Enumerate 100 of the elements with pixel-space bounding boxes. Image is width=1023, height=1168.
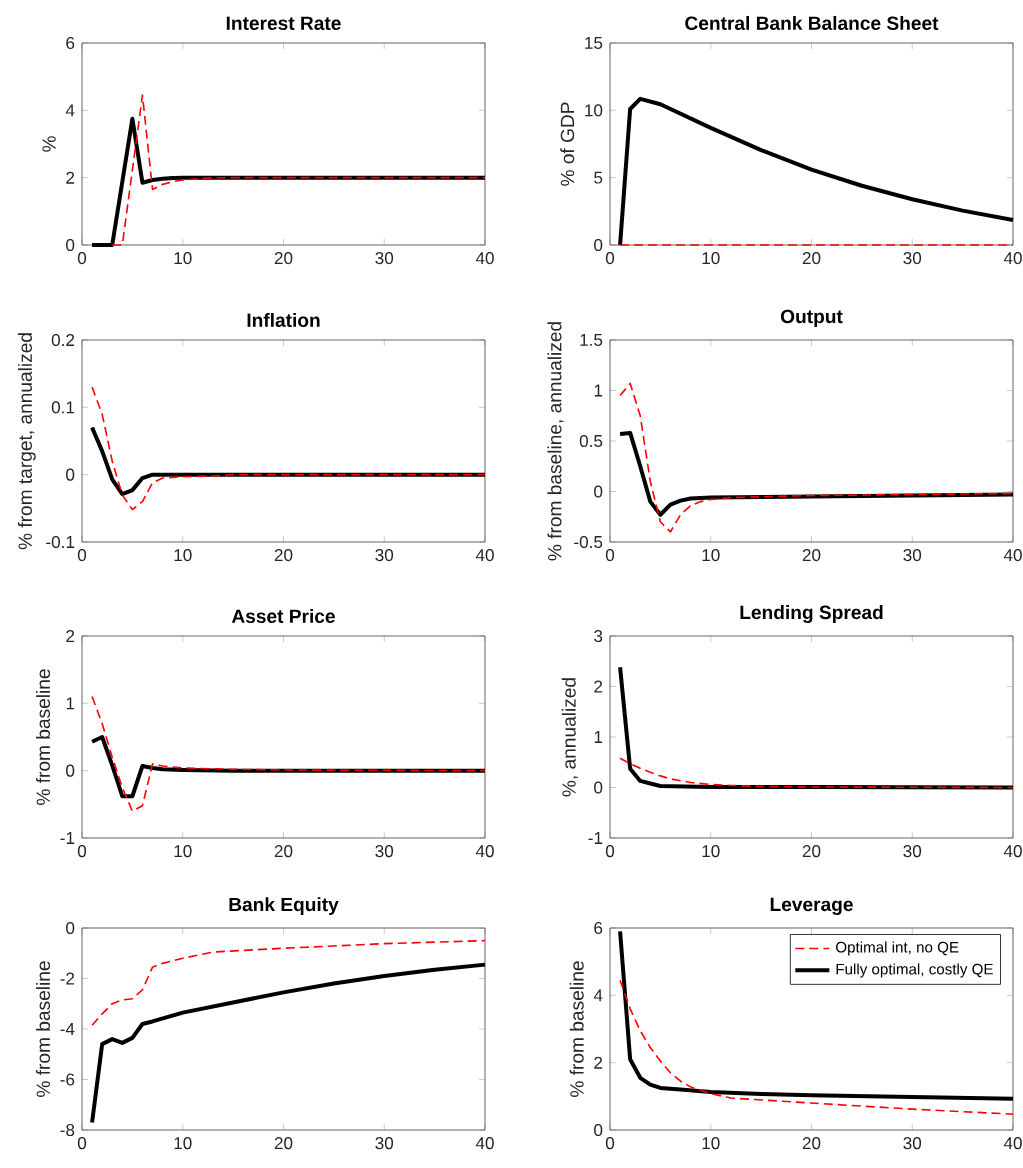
x-tick-label: 20 <box>802 1137 821 1150</box>
y-tick-label: 3 <box>594 629 603 643</box>
y-tick-label: -8 <box>60 1123 75 1137</box>
y-tick-label: 0.5 <box>579 434 603 448</box>
y-tick-label: 0 <box>66 921 75 935</box>
x-tick-label: 20 <box>802 845 821 858</box>
x-tick-label: 10 <box>702 1137 720 1150</box>
x-tick-label: 0 <box>605 845 615 858</box>
line-series <box>91 939 486 1027</box>
x-tick-label: 0 <box>605 1137 615 1150</box>
x-tick-label: 0 <box>77 549 87 562</box>
y-axis-title: % from baseline, annualized <box>547 322 564 561</box>
y-tick-label: 6 <box>66 36 75 50</box>
x-tick-label: 30 <box>375 252 394 265</box>
x-tick-label: 0 <box>77 252 87 265</box>
legend-label: Fully optimal, costly QE <box>836 963 993 978</box>
y-tick-label: 0.1 <box>51 401 75 414</box>
y-axis-title: % of GDP <box>560 102 575 186</box>
y-tick-label: 0 <box>594 781 603 794</box>
x-tick-label: 20 <box>274 1137 293 1150</box>
x-tick-label: 40 <box>475 845 494 858</box>
y-tick-label: 2 <box>594 1056 603 1069</box>
y-tick-label: -2 <box>60 972 75 985</box>
y-tick-label: 4 <box>593 989 603 1002</box>
y-tick-label: 0 <box>594 238 603 252</box>
line-series <box>111 94 486 246</box>
x-tick-label: 10 <box>702 252 720 265</box>
y-tick-label: 1 <box>66 697 75 710</box>
y-tick-label: 15 <box>585 37 603 49</box>
x-tick-label: 10 <box>174 845 192 858</box>
line-series <box>91 695 486 812</box>
x-tick-label: 40 <box>1003 252 1022 265</box>
y-tick-label: 1 <box>594 731 603 743</box>
line-series <box>91 386 486 511</box>
y-tick-label: -0.5 <box>574 535 603 549</box>
y-tick-label: -1 <box>588 832 603 844</box>
x-tick-label: 0 <box>605 252 615 265</box>
y-tick-label: 0 <box>66 468 75 481</box>
chart-title: Asset Price <box>231 608 335 623</box>
chart-title: Interest Rate <box>226 16 341 30</box>
x-tick-label: 30 <box>903 845 922 858</box>
x-tick-label: 40 <box>475 1137 494 1150</box>
x-tick-label: 20 <box>802 252 821 265</box>
x-tick-label: 10 <box>174 1137 192 1150</box>
x-tick-label: 10 <box>174 549 192 562</box>
line-series <box>618 929 1016 1101</box>
y-tick-label: 10 <box>585 104 603 117</box>
y-axis-title: % <box>42 136 56 152</box>
y-tick-label: 0 <box>66 764 75 777</box>
x-tick-label: 0 <box>77 1137 87 1150</box>
y-tick-label: 1.5 <box>580 334 603 346</box>
x-tick-label: 0 <box>77 845 87 858</box>
x-tick-label: 30 <box>375 1137 394 1150</box>
y-tick-label: 4 <box>65 104 75 117</box>
x-tick-label: 20 <box>802 549 821 562</box>
y-axis-title: % from baseline <box>569 961 584 1097</box>
chart-title: Leverage <box>770 897 853 916</box>
y-tick-label: 5 <box>594 171 603 184</box>
x-tick-label: 30 <box>903 252 922 265</box>
y-tick-label: 0 <box>66 238 75 252</box>
y-axis-title: % from baseline <box>36 961 51 1097</box>
y-tick-label: 0.2 <box>51 333 75 347</box>
y-tick-label: -4 <box>60 1023 75 1035</box>
x-tick-label: 40 <box>1003 1137 1022 1150</box>
x-tick-label: 40 <box>475 549 494 562</box>
chart-title: Bank Equity <box>229 897 339 916</box>
y-tick-label: 0 <box>594 485 603 498</box>
y-axis-title: % from baseline <box>36 669 51 805</box>
y-tick-label: 0 <box>594 1123 603 1137</box>
chart-title: Lending Spread <box>740 605 883 624</box>
y-tick-label: 2 <box>66 171 75 184</box>
x-tick-label: 30 <box>375 549 394 562</box>
y-tick-label: -0.1 <box>46 535 75 549</box>
x-tick-label: 30 <box>903 1137 922 1150</box>
y-tick-label: 2 <box>66 630 75 642</box>
chart-title: Inflation <box>247 312 320 327</box>
y-tick-label: 1 <box>594 384 603 397</box>
y-tick-label: 6 <box>594 921 603 935</box>
chart-title: Output <box>780 309 843 327</box>
x-tick-label: 40 <box>1003 845 1022 858</box>
x-tick-label: 20 <box>274 845 293 858</box>
x-tick-label: 30 <box>375 845 394 858</box>
x-tick-label: 20 <box>274 549 293 562</box>
y-axis-title: % from target, annualized <box>17 333 36 550</box>
x-tick-label: 20 <box>274 252 293 265</box>
x-tick-label: 10 <box>174 252 192 265</box>
line-series <box>618 96 1016 247</box>
x-tick-label: 40 <box>475 252 494 265</box>
y-tick-label: -6 <box>60 1073 75 1086</box>
line-series <box>619 979 1014 1115</box>
y-tick-label: -1 <box>60 832 75 844</box>
y-tick-label: 2 <box>594 680 603 693</box>
y-axis-title: %, annualized <box>561 678 579 797</box>
x-tick-label: 0 <box>605 549 615 562</box>
line-series <box>619 757 1014 789</box>
x-tick-label: 40 <box>1003 549 1022 562</box>
x-tick-label: 10 <box>702 549 720 562</box>
x-tick-label: 10 <box>702 845 720 858</box>
chart-title: Central Bank Balance Sheet <box>685 15 939 30</box>
x-tick-label: 30 <box>903 549 922 562</box>
